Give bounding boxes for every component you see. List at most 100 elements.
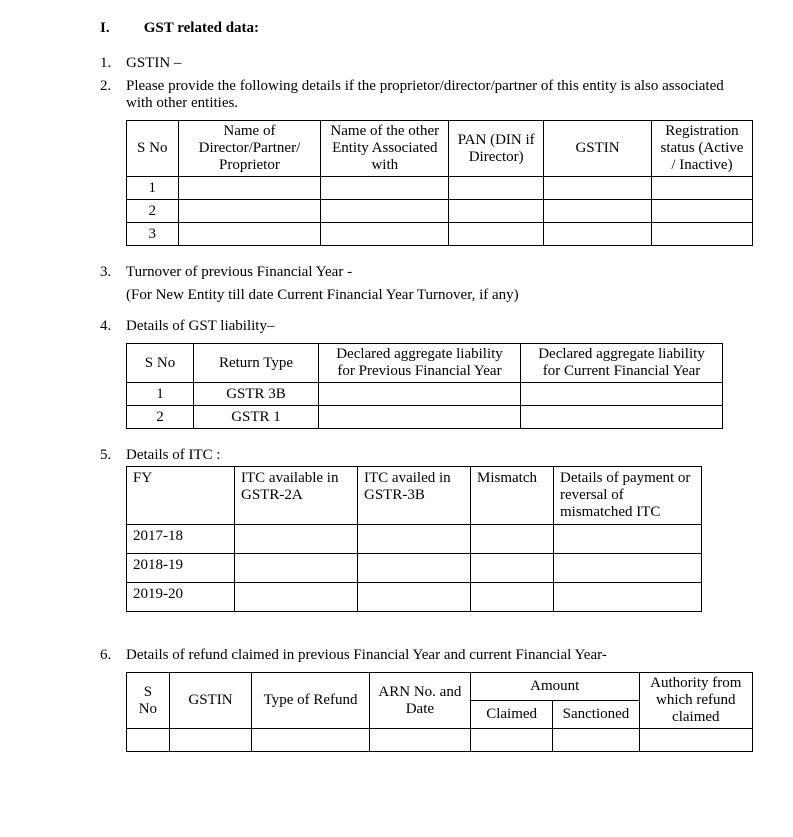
cell [321, 200, 449, 223]
th-payment-details: Details of payment or reversal of mismat… [554, 467, 702, 525]
th-sno: S No [127, 673, 170, 729]
cell [321, 223, 449, 246]
gst-liability-table: S No Return Type Declared aggregate liab… [126, 343, 723, 429]
cell [178, 223, 321, 246]
cell [235, 554, 358, 583]
cell [471, 583, 554, 612]
item6-text: Details of refund claimed in previous Fi… [126, 647, 753, 664]
cell [449, 200, 544, 223]
list-item-3: 3. Turnover of previous Financial Year - [100, 264, 753, 281]
cell [235, 525, 358, 554]
cell [471, 554, 554, 583]
item3-subtext: (For New Entity till date Current Financ… [126, 287, 753, 304]
cell [521, 406, 723, 429]
th-mismatch: Mismatch [471, 467, 554, 525]
cell [369, 729, 470, 752]
cell [471, 525, 554, 554]
table-header-row: FY ITC available in GSTR-2A ITC availed … [127, 467, 702, 525]
th-authority: Authority from which refund claimed [639, 673, 752, 729]
list-item-2: 2. Please provide the following details … [100, 78, 753, 112]
cell [639, 729, 752, 752]
item5-text: Details of ITC : [126, 447, 753, 464]
th-sanctioned: Sanctioned [553, 701, 639, 729]
cell [651, 177, 752, 200]
cell-sno: 2 [127, 406, 194, 429]
item3-num: 3. [100, 264, 126, 281]
th-sno: S No [127, 344, 194, 383]
cell [449, 177, 544, 200]
item2-text: Please provide the following details if … [126, 78, 753, 112]
item1-text: GSTIN – [126, 55, 753, 72]
table-row: 2 GSTR 1 [127, 406, 723, 429]
cell [252, 729, 370, 752]
cell [127, 729, 170, 752]
th-itc-availed: ITC availed in GSTR-3B [358, 467, 471, 525]
cell [319, 406, 521, 429]
cell-fy: 2017-18 [127, 525, 235, 554]
cell [178, 200, 321, 223]
cell [544, 177, 652, 200]
th-type: Type of Refund [252, 673, 370, 729]
table-row: 2018-19 [127, 554, 702, 583]
th-prev: Declared aggregate liability for Previou… [319, 344, 521, 383]
item4-num: 4. [100, 318, 126, 335]
cell [358, 525, 471, 554]
cell [553, 729, 639, 752]
cell [449, 223, 544, 246]
th-pan: PAN (DIN if Director) [449, 121, 544, 177]
item1-num: 1. [100, 55, 126, 72]
th-arn: ARN No. and Date [369, 673, 470, 729]
th-amount: Amount [470, 673, 639, 701]
numbered-list: 6. Details of refund claimed in previous… [100, 647, 753, 664]
cell [554, 554, 702, 583]
item4-text: Details of GST liability– [126, 318, 753, 335]
th-claimed: Claimed [470, 701, 553, 729]
th-entity: Name of the other Entity Associated with [321, 121, 449, 177]
section-roman: I. [100, 20, 140, 37]
cell-rt: GSTR 1 [194, 406, 319, 429]
cell [521, 383, 723, 406]
numbered-list: 5. Details of ITC : [100, 447, 753, 464]
th-return-type: Return Type [194, 344, 319, 383]
table-row: 2019-20 [127, 583, 702, 612]
th-name: Name of Director/Partner/ Proprietor [178, 121, 321, 177]
cell [235, 583, 358, 612]
cell [544, 200, 652, 223]
table-row: 2 [127, 200, 753, 223]
th-curr: Declared aggregate liability for Current… [521, 344, 723, 383]
th-gstin: GSTIN [169, 673, 251, 729]
section-title: GST related data: [144, 20, 259, 36]
cell-sno: 1 [127, 177, 179, 200]
cell [358, 583, 471, 612]
table-row: 3 [127, 223, 753, 246]
cell [651, 223, 752, 246]
th-reg: Registration status (Active / Inactive) [651, 121, 752, 177]
associated-entities-table: S No Name of Director/Partner/ Proprieto… [126, 120, 753, 246]
list-item-5: 5. Details of ITC : [100, 447, 753, 464]
cell [169, 729, 251, 752]
item6-num: 6. [100, 647, 126, 664]
cell-sno: 3 [127, 223, 179, 246]
table-row: 1 [127, 177, 753, 200]
item3-text: Turnover of previous Financial Year - [126, 264, 753, 281]
list-item-4: 4. Details of GST liability– [100, 318, 753, 335]
table-row: 1 GSTR 3B [127, 383, 723, 406]
cell [319, 383, 521, 406]
cell-fy: 2019-20 [127, 583, 235, 612]
table-row [127, 729, 753, 752]
section-heading: I. GST related data: [100, 20, 753, 37]
list-item-6: 6. Details of refund claimed in previous… [100, 647, 753, 664]
cell-sno: 2 [127, 200, 179, 223]
item2-num: 2. [100, 78, 126, 112]
cell-sno: 1 [127, 383, 194, 406]
table-header-row: S No Name of Director/Partner/ Proprieto… [127, 121, 753, 177]
numbered-list: 3. Turnover of previous Financial Year - [100, 264, 753, 281]
cell [554, 525, 702, 554]
table-header-row: S No Return Type Declared aggregate liab… [127, 344, 723, 383]
th-sno: S No [127, 121, 179, 177]
item5-num: 5. [100, 447, 126, 464]
table-row: 2017-18 [127, 525, 702, 554]
itc-details-table: FY ITC available in GSTR-2A ITC availed … [126, 466, 702, 612]
cell [321, 177, 449, 200]
refund-details-table: S No GSTIN Type of Refund ARN No. and Da… [126, 672, 753, 752]
